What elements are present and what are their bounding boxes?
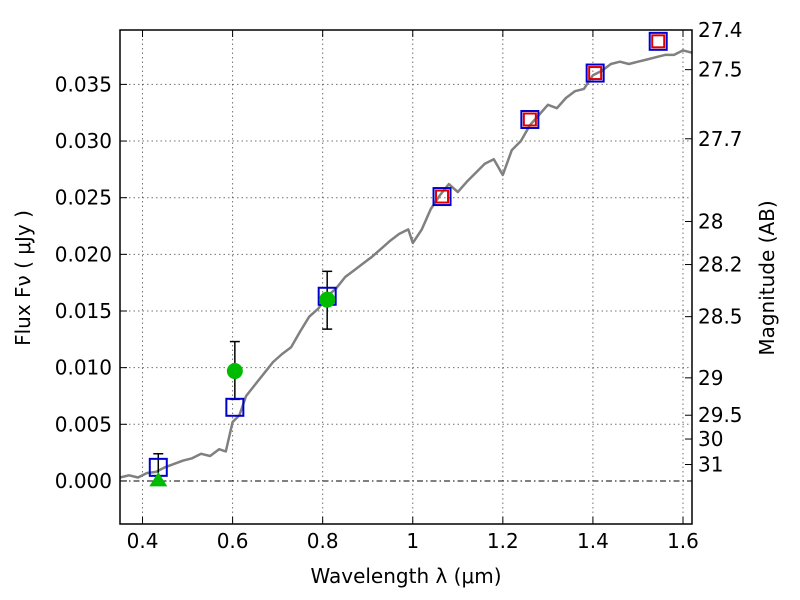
grid (120, 30, 692, 524)
observed-square-marker (435, 189, 450, 204)
magnitude-tick-label: 31 (698, 453, 723, 477)
axes: 0.4 0.6 0.8 1 1.2 1.4 1.6 0.000 0.005 0.010 0.015 0… (55, 18, 743, 553)
y-tick-label: 0.030 (55, 129, 112, 153)
observed-square-marker (522, 112, 537, 127)
magnitude-tick-label: 28.2 (698, 253, 743, 277)
detection-point (226, 363, 243, 380)
magnitude-tick-label: 30 (698, 427, 723, 451)
x-axis-title: Wavelength λ (μm) (310, 564, 501, 588)
y-tick-label: 0.005 (55, 412, 112, 436)
upper-limit-marker (149, 471, 168, 487)
x-tick-label: 0.4 (127, 529, 159, 553)
magnitude-tick-label: 29.5 (698, 403, 743, 427)
model-square-marker (225, 397, 245, 417)
x-tick-label: 0.6 (217, 529, 249, 553)
data-layer (119, 31, 693, 487)
x-tick-label: 1.4 (577, 529, 609, 553)
model-square-marker (520, 110, 540, 130)
sed-model-line (119, 49, 693, 479)
plot-frame (119, 29, 693, 525)
magnitude-tick-label: 28 (698, 209, 723, 233)
y-tick-label: 0.010 (55, 356, 112, 380)
model-square-marker (648, 31, 668, 51)
magnitude-tick-label: 27.7 (698, 127, 743, 151)
magnitude-tick-label: 29 (698, 366, 723, 390)
y-tick-label: 0.035 (55, 72, 112, 96)
observed-square-marker (651, 34, 666, 49)
y-tick-label: 0.000 (55, 469, 112, 493)
x-tick-label: 1.2 (487, 529, 519, 553)
magnitude-tick-label: 28.5 (698, 305, 743, 329)
x-tick-label: 0.8 (307, 529, 339, 553)
y-tick-label: 0.025 (55, 186, 112, 210)
model-square-marker (585, 63, 605, 83)
model-square-marker (432, 187, 452, 207)
x-tick-label: 1 (406, 529, 419, 553)
x-tick-label: 1.6 (667, 529, 699, 553)
y-tick-label: 0.020 (55, 242, 112, 266)
y-tick-label: 0.015 (55, 299, 112, 323)
y-axis-title: Flux Fν ( μJy ) (11, 210, 35, 346)
magnitude-tick-label: 27.5 (698, 58, 743, 82)
magnitude-axis-title: Magnitude (AB) (755, 200, 779, 355)
observed-square-marker (588, 66, 603, 81)
magnitude-tick-label: 27.4 (698, 18, 743, 42)
detection-point (319, 291, 336, 308)
